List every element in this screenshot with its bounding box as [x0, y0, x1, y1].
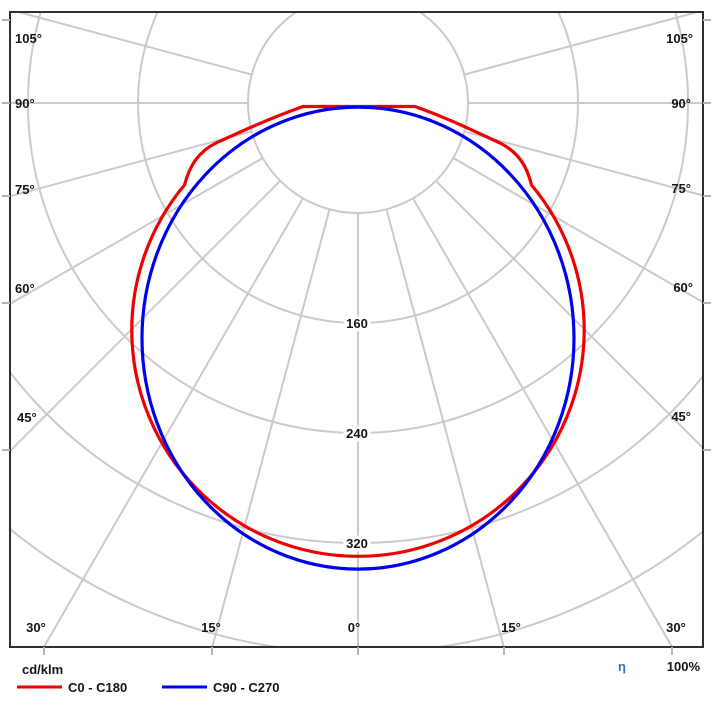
gamma-label: 0° — [348, 620, 360, 635]
gamma-label: 45° — [671, 409, 691, 424]
grid-spoke--15 — [211, 208, 331, 646]
grid-spoke-30 — [412, 197, 673, 646]
gamma-labels-right: 105° 90° 75° 60° 45° — [666, 31, 693, 424]
gamma-label: 60° — [673, 280, 693, 295]
gamma-label: 75° — [671, 181, 691, 196]
chart-footer: cd/klm C0 - C180 C90 - C270 η 100% — [17, 659, 700, 695]
grid-spoke-60 — [452, 157, 702, 303]
gamma-label: 105° — [666, 31, 693, 46]
grid-spoke--60 — [11, 157, 264, 305]
radial-label: 240 — [346, 426, 368, 441]
grid-spoke-75 — [463, 130, 702, 197]
efficiency-symbol: η — [618, 659, 626, 674]
axis-ticks — [2, 19, 711, 655]
gamma-labels-bottom: 30° 15° 0° 15° 30° — [26, 620, 686, 635]
grid-spoke-15 — [385, 208, 505, 646]
grid-spoke--30 — [43, 197, 304, 646]
gamma-label: 45° — [17, 410, 37, 425]
curve-c90-c270 — [140, 105, 576, 571]
grid-spoke-45 — [435, 180, 702, 449]
curve-c0-c180 — [130, 104, 586, 558]
gamma-label: 30° — [26, 620, 46, 635]
gamma-labels-left: 105° 90° 75° 60° 45° — [15, 31, 42, 425]
grid-spoke--105 — [18, 13, 253, 76]
gamma-label: 90° — [15, 96, 35, 111]
radial-labels: 160 240 320 — [343, 313, 372, 555]
legend-label-c0-c180: C0 - C180 — [68, 680, 127, 695]
gamma-label: 60° — [15, 281, 35, 296]
grid-ring-320 — [11, 371, 702, 544]
chart-frame — [9, 11, 704, 648]
gamma-label: 90° — [671, 96, 691, 111]
unit-label: cd/klm — [22, 662, 63, 677]
grid-spoke--45 — [11, 180, 281, 452]
gamma-label: 15° — [201, 620, 221, 635]
gamma-label: 75° — [15, 182, 35, 197]
legend-label-c90-c270: C90 - C270 — [213, 680, 279, 695]
efficiency-value: 100% — [667, 659, 701, 674]
grid-spoke-105 — [463, 13, 698, 76]
radial-label: 160 — [346, 316, 368, 331]
radial-label: 320 — [346, 536, 368, 551]
gamma-label: 105° — [15, 31, 42, 46]
gamma-label: 30° — [666, 620, 686, 635]
gamma-label: 15° — [501, 620, 521, 635]
intensity-curves — [130, 104, 586, 571]
grid-spoke--75 — [11, 130, 253, 198]
